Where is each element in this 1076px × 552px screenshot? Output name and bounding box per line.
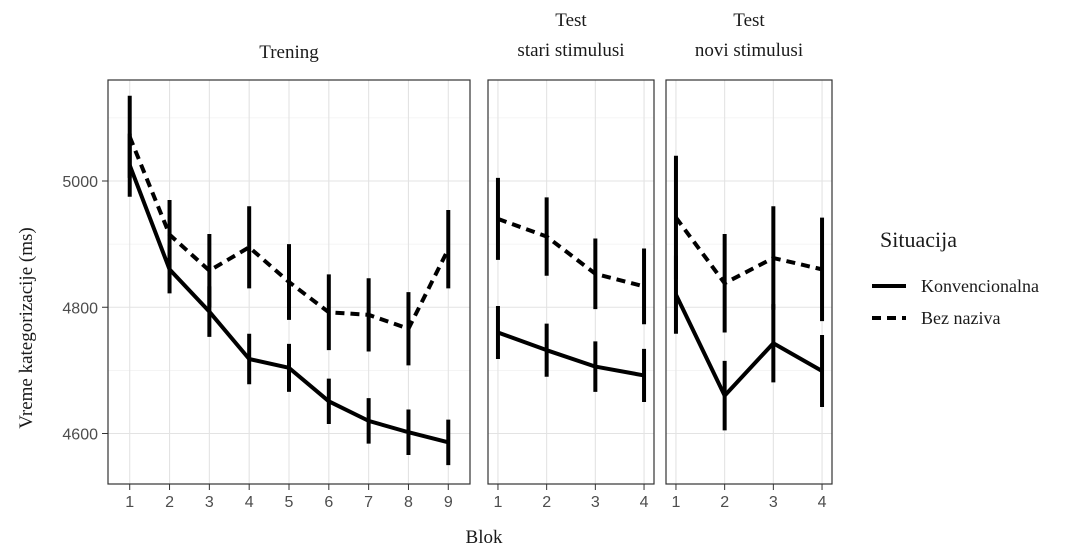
legend-label-bez-naziva: Bez naziva — [921, 308, 1000, 328]
x-tick-label: 1 — [494, 494, 503, 511]
x-tick-label: 3 — [591, 494, 600, 511]
series-line-bez-naziva — [674, 216, 823, 286]
x-tick-label: 2 — [165, 494, 174, 511]
x-tick-label: 4 — [640, 494, 649, 511]
x-tick-label: 7 — [364, 494, 373, 511]
y-tick-label: 4600 — [62, 427, 98, 444]
y-tick-label: 5000 — [62, 174, 98, 191]
panel-1: Trening 1 2 3 4 5 6 7 8 9 — [107, 42, 471, 511]
panel-background — [666, 80, 832, 484]
series-line-konvencionalna — [674, 293, 824, 398]
x-tick-label: 4 — [818, 494, 827, 511]
y-tick-label: 4800 — [62, 300, 98, 317]
x-tick-label: 3 — [769, 494, 778, 511]
y-axis-title: Vreme kategorizacije (ms) — [16, 227, 37, 428]
x-tick-label: 2 — [720, 494, 729, 511]
x-tick-label: 1 — [125, 494, 134, 511]
x-tick-label: 6 — [324, 494, 333, 511]
x-tick-label: 4 — [245, 494, 254, 511]
legend: Situacija Konvencionalna Bez naziva — [872, 227, 1039, 328]
x-tick-label: 8 — [404, 494, 413, 511]
panel-3: Test novi stimulusi 1 2 3 4 — [665, 10, 833, 511]
panel-title-line: Test — [733, 10, 765, 31]
x-tick-label: 2 — [542, 494, 551, 511]
series-line-konvencionalna — [497, 330, 645, 378]
panel-title-line: stari stimulusi — [517, 40, 624, 61]
x-tick-label: 1 — [672, 494, 681, 511]
panel-title-line: Test — [555, 10, 587, 31]
panel-title-line: Trening — [259, 42, 319, 63]
x-tick-label: 5 — [285, 494, 294, 511]
panel-title-line: novi stimulusi — [695, 40, 803, 61]
x-tick-label: 9 — [444, 494, 453, 511]
x-tick-label: 3 — [205, 494, 214, 511]
panel-background — [488, 80, 654, 484]
x-axis-title: Blok — [466, 527, 503, 548]
panel-border — [665, 79, 833, 485]
legend-title: Situacija — [880, 227, 957, 252]
legend-label-konvencionalna: Konvencionalna — [921, 276, 1039, 296]
panel-2: Test stari stimulusi 1 2 3 4 — [487, 10, 655, 511]
panel-border — [487, 79, 655, 485]
series-line-bez-naziva — [497, 216, 645, 289]
y-axis: 4600 4800 5000 — [62, 174, 108, 444]
